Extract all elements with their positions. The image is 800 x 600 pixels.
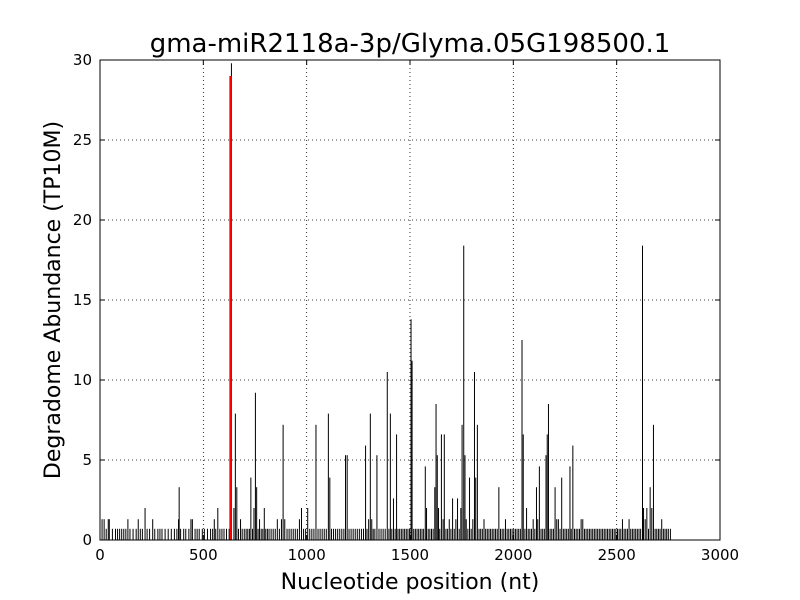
x-axis-label: Nucleotide position (nt) — [281, 570, 540, 595]
y-tick-label: 25 — [73, 131, 92, 149]
y-axis-label: Degradome Abundance (TP10M) — [41, 121, 66, 479]
axis-ticks: 0 500 1000 1500 2000 2500 3000 0 5 10 15 20 25 30 — [73, 51, 739, 564]
y-tick-label: 30 — [73, 51, 92, 69]
x-tick-label: 0 — [95, 546, 105, 564]
y-tick-label: 20 — [73, 211, 92, 229]
x-tick-label: 3000 — [701, 546, 739, 564]
x-tick-label: 2500 — [598, 546, 636, 564]
grid-lines — [100, 60, 720, 540]
y-tick-label: 10 — [73, 371, 92, 389]
x-tick-label: 1500 — [391, 546, 429, 564]
x-tick-label: 2000 — [494, 546, 532, 564]
chart-title: gma-miR2118a-3p/Glyma.05G198500.1 — [150, 29, 671, 59]
bar-series — [101, 63, 671, 540]
y-tick-label: 0 — [82, 531, 92, 549]
y-tick-label: 5 — [82, 451, 92, 469]
x-tick-label: 1000 — [288, 546, 326, 564]
x-tick-label: 500 — [189, 546, 218, 564]
y-tick-label: 15 — [73, 291, 92, 309]
